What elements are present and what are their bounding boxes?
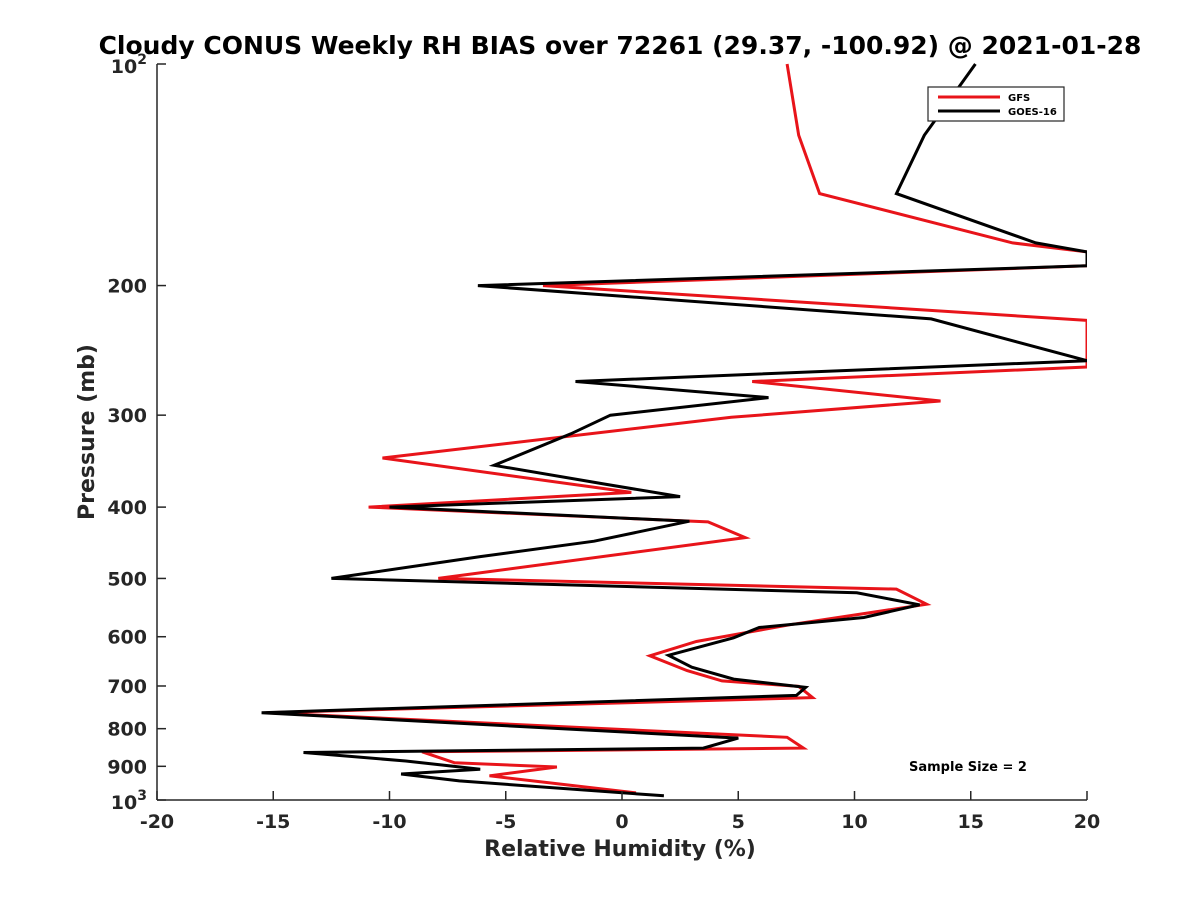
x-axis-label: Relative Humidity (%) [484, 837, 756, 862]
legend: GFS GOES-16 [927, 86, 1065, 122]
series-group [261, 63, 1087, 798]
legend-label: GFS [1008, 93, 1030, 104]
x-tick-label: 20 [1074, 811, 1100, 833]
y-tick-label: 800 [107, 719, 147, 741]
series-line-goes-16 [261, 63, 1087, 798]
y-tick-label: 200 [107, 276, 147, 298]
y-tick-label: 700 [107, 676, 147, 698]
series-line-gfs [266, 63, 1087, 795]
y-tick-label: 500 [107, 568, 147, 590]
x-tick-label: -10 [372, 811, 406, 833]
plot-area: -20 -15 -10 -5 0 5 10 15 20 102 200 300 400 500 600 700… [107, 52, 1100, 833]
y-tick-label: 103 [111, 788, 147, 814]
x-tick-label: -5 [495, 811, 516, 833]
x-tick-label: -15 [256, 811, 290, 833]
chart-title: Cloudy CONUS Weekly RH BIAS over 72261 (… [99, 31, 1142, 60]
y-tick-label: 600 [107, 627, 147, 649]
y-tick-label: 400 [107, 497, 147, 519]
x-tick-label: 10 [841, 811, 867, 833]
y-tick-label: 300 [107, 405, 147, 427]
x-tick-label: 0 [615, 811, 628, 833]
x-tick-label: 15 [958, 811, 984, 833]
y-axis-label: Pressure (mb) [75, 344, 100, 520]
y-tick-label: 102 [111, 52, 147, 78]
x-tick-label: 5 [732, 811, 745, 833]
x-tick-label: -20 [140, 811, 174, 833]
legend-box [927, 86, 1065, 122]
legend-label: GOES-16 [1008, 107, 1057, 118]
y-tick-label: 900 [107, 756, 147, 778]
sample-size-annotation: Sample Size = 2 [909, 760, 1027, 775]
